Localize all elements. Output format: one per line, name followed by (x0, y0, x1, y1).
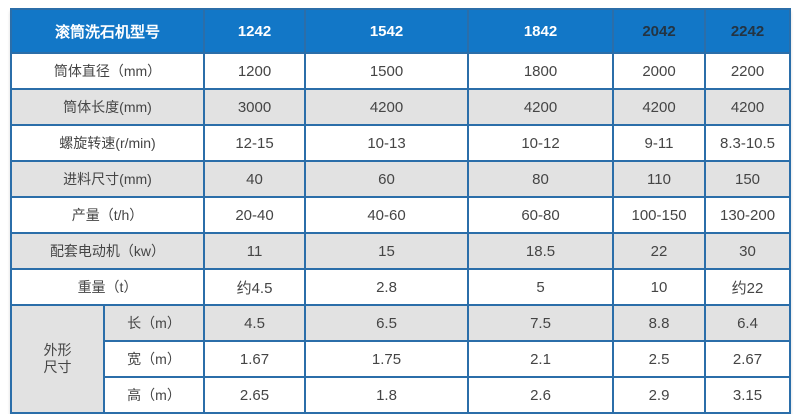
value-cell: 100-150 (612, 196, 707, 234)
row-label: 产量（t/h） (9, 196, 206, 234)
value-cell: 3000 (203, 88, 307, 126)
row-label: 重量（t） (9, 268, 206, 306)
value-cell: 110 (612, 160, 707, 198)
dimension-group-label-line1: 外形 (43, 342, 72, 358)
dimension-group-label: 外形 尺寸 (10, 304, 105, 414)
value-cell: 4200 (612, 88, 707, 126)
value-cell: 约4.5 (203, 268, 307, 306)
value-cell: 40 (203, 160, 307, 198)
table-row: 高（m） 2.65 1.8 2.6 2.9 3.15 (11, 376, 792, 414)
value-cell: 15 (304, 232, 470, 270)
table-row: 筒体直径（mm） 1200 1500 1800 2000 2200 (9, 52, 792, 90)
table-row: 产量（t/h） 20-40 40-60 60-80 100-150 130-200 (9, 196, 792, 234)
value-cell: 2.67 (704, 340, 792, 378)
value-cell: 150 (704, 160, 792, 198)
value-cell: 2.6 (467, 376, 615, 414)
model-header: 1842 (467, 8, 615, 54)
value-cell: 2000 (612, 52, 707, 90)
table-row: 筒体长度(mm) 3000 4200 4200 4200 4200 (9, 88, 792, 126)
model-header: 1242 (203, 8, 307, 54)
value-cell: 2.5 (612, 340, 707, 378)
header-row: 滚筒洗石机型号 1242 1542 1842 2042 2242 (9, 8, 792, 54)
value-cell: 2.8 (304, 268, 470, 306)
value-cell: 10 (612, 268, 707, 306)
value-cell: 30 (704, 232, 792, 270)
model-header: 2242 (704, 8, 792, 54)
table-row: 外形 尺寸 长（m） 4.5 6.5 7.5 8.8 6.4 (10, 304, 792, 414)
value-cell: 4.5 (203, 304, 307, 342)
value-cell: 20-40 (203, 196, 307, 234)
table-row: 宽（m） 1.67 1.75 2.1 2.5 2.67 (11, 340, 792, 378)
dimension-row-label: 高（m） (102, 376, 206, 414)
dimension-row-label: 宽（m） (102, 340, 206, 378)
dimension-group-label-line2: 尺寸 (43, 359, 72, 375)
value-cell: 12-15 (203, 124, 307, 162)
model-header: 1542 (304, 8, 470, 54)
value-cell: 1.75 (304, 340, 470, 378)
row-label: 进料尺寸(mm) (9, 160, 206, 198)
value-cell: 10-13 (304, 124, 470, 162)
table-row: 重量（t） 约4.5 2.8 5 10 约22 (9, 268, 792, 306)
value-cell: 6.4 (704, 304, 792, 342)
value-cell: 4200 (467, 88, 615, 126)
spec-table: 滚筒洗石机型号 1242 1542 1842 2042 2242 筒体直径（mm） 120… (9, 8, 792, 414)
value-cell: 2.9 (612, 376, 707, 414)
row-label: 螺旋转速(r/min) (9, 124, 206, 162)
value-cell: 4200 (304, 88, 470, 126)
value-cell: 11 (203, 232, 307, 270)
value-cell: 1500 (304, 52, 470, 90)
row-label: 配套电动机（kw） (9, 232, 206, 270)
value-cell: 约22 (704, 268, 792, 306)
value-cell: 22 (612, 232, 707, 270)
value-cell: 40-60 (304, 196, 470, 234)
value-cell: 18.5 (467, 232, 615, 270)
table-row: 进料尺寸(mm) 40 60 80 110 150 (9, 160, 792, 198)
value-cell: 9-11 (612, 124, 707, 162)
value-cell: 8.8 (612, 304, 707, 342)
value-cell: 4200 (704, 88, 792, 126)
dimension-row-label: 长（m） (102, 304, 206, 342)
value-cell: 2200 (704, 52, 792, 90)
value-cell: 3.15 (704, 376, 792, 414)
value-cell: 7.5 (467, 304, 615, 342)
value-cell: 80 (467, 160, 615, 198)
value-cell: 10-12 (467, 124, 615, 162)
row-label: 筒体长度(mm) (9, 88, 206, 126)
value-cell: 1800 (467, 52, 615, 90)
row-label: 筒体直径（mm） (9, 52, 206, 90)
value-cell: 130-200 (704, 196, 792, 234)
table-title: 滚筒洗石机型号 (9, 8, 206, 54)
model-header: 2042 (612, 8, 707, 54)
value-cell: 1.8 (304, 376, 470, 414)
value-cell: 1200 (203, 52, 307, 90)
value-cell: 8.3-10.5 (704, 124, 792, 162)
value-cell: 5 (467, 268, 615, 306)
value-cell: 1.67 (203, 340, 307, 378)
value-cell: 60 (304, 160, 470, 198)
value-cell: 60-80 (467, 196, 615, 234)
value-cell: 6.5 (304, 304, 470, 342)
value-cell: 2.65 (203, 376, 307, 414)
value-cell: 2.1 (467, 340, 615, 378)
table-row: 螺旋转速(r/min) 12-15 10-13 10-12 9-11 8.3-10.5 (9, 124, 792, 162)
table-row: 配套电动机（kw） 11 15 18.5 22 30 (9, 232, 792, 270)
